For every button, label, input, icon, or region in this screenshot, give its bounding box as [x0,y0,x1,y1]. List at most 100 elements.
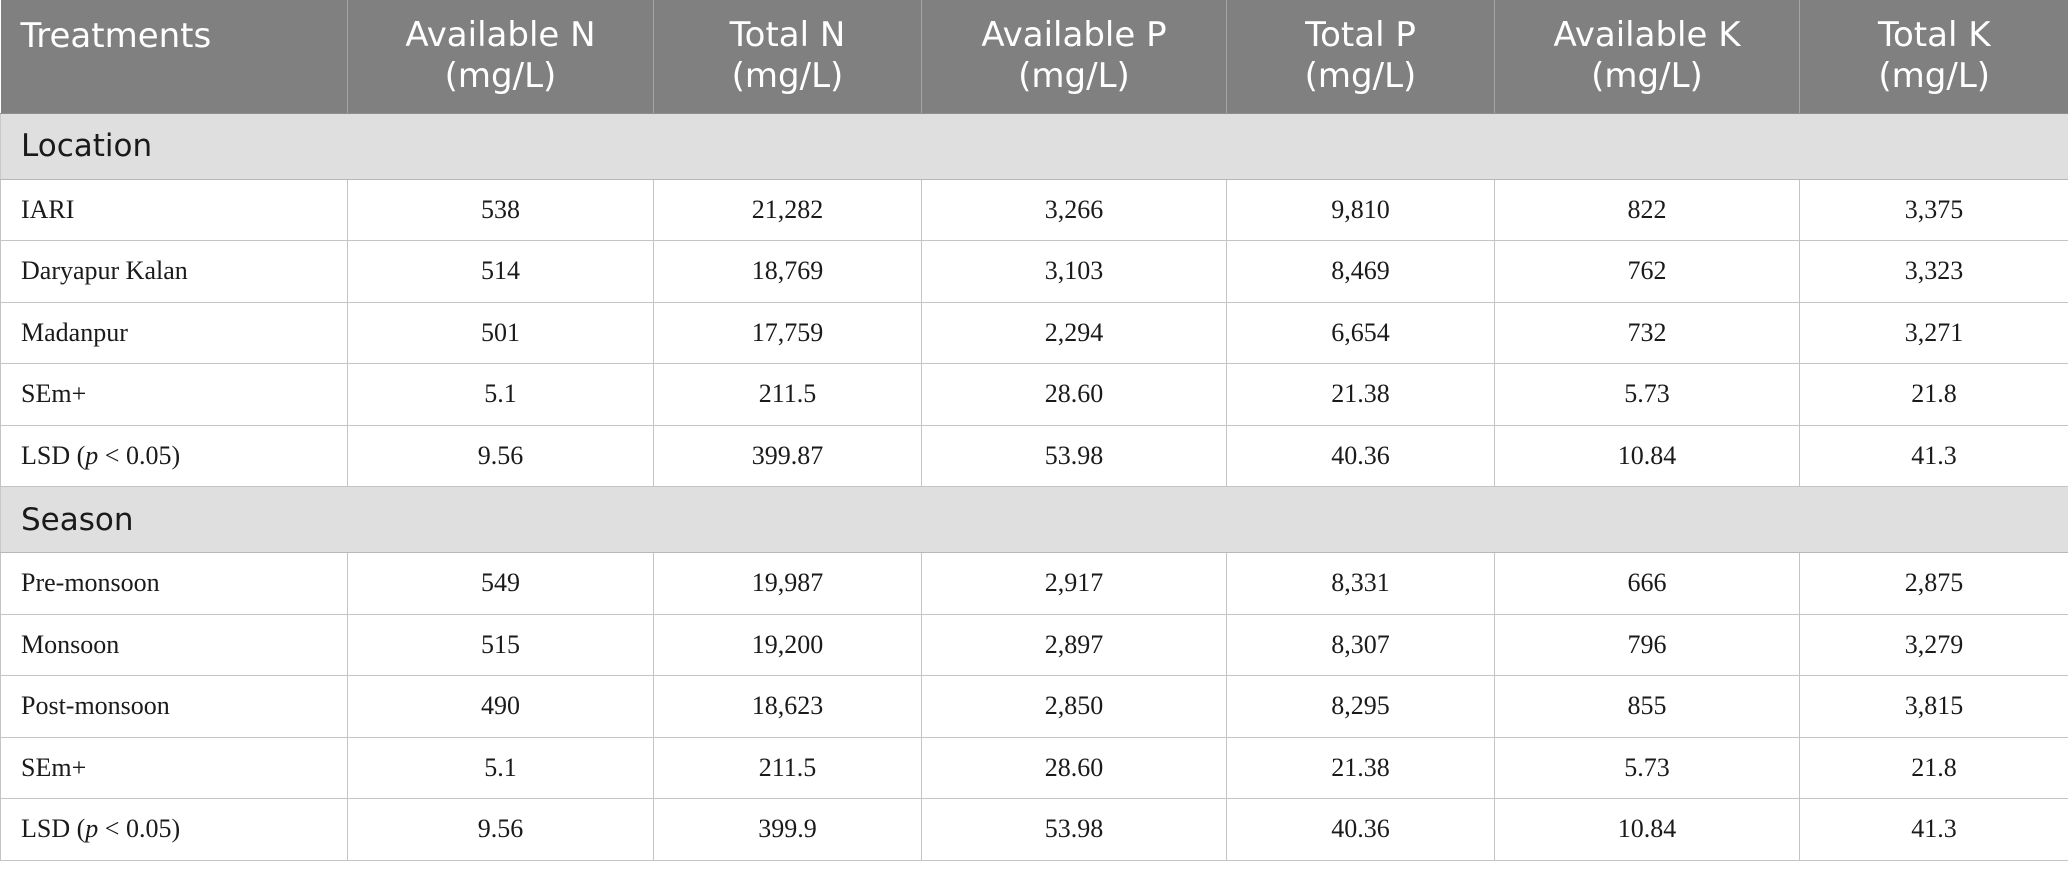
table-cell: 762 [1494,240,1800,303]
table-cell: 515 [347,613,654,676]
table-cell: 514 [347,240,654,303]
table-row: Post-monsoon 490 18,623 2,850 8,295 855 3,815 [0,675,2068,738]
table-cell: 5.1 [347,363,654,426]
header-cell-total-p: Total P (mg/L) [1226,0,1495,114]
table-cell: 3,279 [1799,613,2068,676]
header-cell-treatments: Treatments [0,0,348,114]
header-unit: (mg/L) [1591,56,1703,97]
table-row: Pre-monsoon 549 19,987 2,917 8,331 666 2,875 [0,552,2068,615]
header-cell-total-n: Total N (mg/L) [653,0,922,114]
table-cell: 6,654 [1226,301,1495,364]
row-label-prefix: LSD ( [21,814,86,844]
table-row: LSD (p < 0.05) 9.56 399.87 53.98 40.36 10.84 4… [0,424,2068,487]
table-row: Madanpur 501 17,759 2,294 6,654 732 3,271 [0,301,2068,364]
table-cell: 19,200 [653,613,922,676]
row-label: SEm+ [0,736,348,799]
row-label: Monsoon [0,613,348,676]
row-label: IARI [0,178,348,241]
header-line: Total N [729,15,846,56]
section-row: Season [0,486,2068,553]
table-cell: 8,469 [1226,240,1495,303]
header-unit: (mg/L) [1878,56,1991,97]
table-cell: 5.73 [1494,736,1800,799]
table-cell: 2,294 [921,301,1227,364]
row-label-italic: p [85,814,99,844]
table-cell: 21.8 [1799,363,2068,426]
table-cell: 28.60 [921,363,1227,426]
table-cell: 10.84 [1494,798,1800,861]
table-cell: 3,815 [1799,675,2068,738]
table-cell: 3,266 [921,178,1227,241]
table-row: SEm+ 5.1 211.5 28.60 21.38 5.73 21.8 [0,363,2068,426]
row-label: Pre-monsoon [0,552,348,615]
table-cell: 3,271 [1799,301,2068,364]
table-cell: 9.56 [347,798,654,861]
header-line: Available N [405,15,596,56]
table-cell: 5.1 [347,736,654,799]
table-cell: 211.5 [653,363,922,426]
table-cell: 8,331 [1226,552,1495,615]
table-cell: 2,917 [921,552,1227,615]
table-cell: 3,323 [1799,240,2068,303]
table-cell: 822 [1494,178,1800,241]
header-line: Available P [981,15,1167,56]
table-cell: 855 [1494,675,1800,738]
header-cell-available-n: Available N (mg/L) [347,0,654,114]
header-unit: (mg/L) [1018,56,1130,97]
table-cell: 9,810 [1226,178,1495,241]
table-cell: 40.36 [1226,798,1495,861]
table-cell: 3,375 [1799,178,2068,241]
header-cell-available-p: Available P (mg/L) [921,0,1227,114]
table-cell: 18,769 [653,240,922,303]
table-cell: 796 [1494,613,1800,676]
table-row: SEm+ 5.1 211.5 28.60 21.38 5.73 21.8 [0,736,2068,799]
table-cell: 18,623 [653,675,922,738]
row-label-suffix: < 0.05) [98,814,181,844]
table-cell: 8,307 [1226,613,1495,676]
table-header: Treatments Available N (mg/L) Total N (m… [0,0,2068,114]
table-cell: 3,103 [921,240,1227,303]
table-cell: 41.3 [1799,798,2068,861]
table-row: Daryapur Kalan 514 18,769 3,103 8,469 762 3,32… [0,240,2068,303]
table-cell: 41.3 [1799,424,2068,487]
header-unit: (mg/L) [444,56,557,97]
header-line: Treatments [20,16,212,56]
table-cell: 40.36 [1226,424,1495,487]
table-cell: 10.84 [1494,424,1800,487]
table-cell: 399.87 [653,424,922,487]
header-line: Available K [1553,15,1741,56]
table-cell: 28.60 [921,736,1227,799]
header-line: Total P [1305,15,1416,56]
section-row: Location [0,112,2068,180]
row-label-prefix: LSD ( [21,440,86,470]
row-label: LSD (p < 0.05) [0,798,348,861]
table-cell: 2,850 [921,675,1227,738]
header-cell-available-k: Available K (mg/L) [1494,0,1800,114]
table-cell: 5.73 [1494,363,1800,426]
table-cell: 666 [1494,552,1800,615]
table-cell: 17,759 [653,301,922,364]
table-cell: 8,295 [1226,675,1495,738]
table-body: Location IARI 538 21,282 3,266 9,810 822 3,375 D… [0,112,2068,861]
table-cell: 21,282 [653,178,922,241]
table-cell: 53.98 [921,424,1227,487]
section-title: Location [0,112,2068,180]
table-cell: 538 [347,178,654,241]
row-label: LSD (p < 0.05) [0,424,348,487]
table-row: LSD (p < 0.05) 9.56 399.9 53.98 40.36 10.84 41… [0,798,2068,861]
header-cell-total-k: Total K (mg/L) [1799,0,2068,114]
table-cell: 53.98 [921,798,1227,861]
table-cell: 549 [347,552,654,615]
row-label: SEm+ [0,363,348,426]
header-unit: (mg/L) [731,56,844,97]
header-unit: (mg/L) [1304,56,1417,97]
header-row: Treatments Available N (mg/L) Total N (m… [0,0,2068,114]
section-title: Season [0,486,2068,553]
table-cell: 19,987 [653,552,922,615]
row-label: Daryapur Kalan [0,240,348,303]
table-row: Monsoon 515 19,200 2,897 8,307 796 3,279 [0,613,2068,676]
table-cell: 211.5 [653,736,922,799]
row-label-suffix: < 0.05) [98,440,181,470]
table-cell: 732 [1494,301,1800,364]
